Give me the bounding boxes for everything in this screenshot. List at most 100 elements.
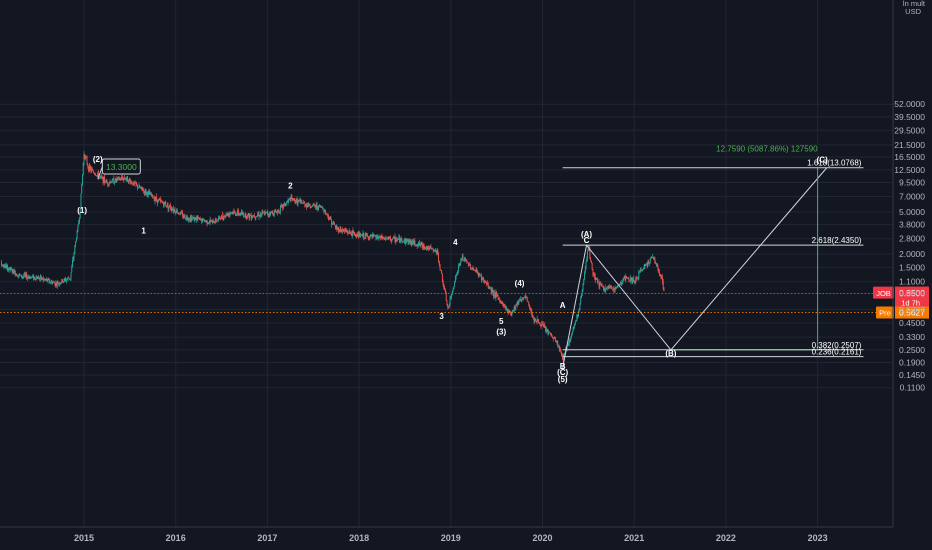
candle-body [557,342,559,348]
candle-body [470,264,472,269]
candle-body [240,212,242,215]
candle-body [492,289,494,294]
symbol-tag[interactable] [873,286,894,299]
candle-body [378,237,380,239]
x-tick-label: 2018 [349,533,369,543]
candle-body [357,233,359,237]
candle-body [649,262,650,264]
x-tick-label: 2022 [716,533,736,543]
candle-body [623,276,625,279]
candle-body [63,279,65,282]
wave-label: 2 [288,182,293,191]
candle-body [333,221,335,225]
candle-body [412,239,414,243]
candle-body [519,299,521,301]
candle-body [244,213,246,217]
candle-body [78,222,80,226]
candle-body [467,262,469,267]
candle-body [254,216,256,218]
pre-tag[interactable] [876,306,894,319]
y-tick-label: 29.5000 [894,125,925,135]
y-tick-label: 21.5000 [894,140,925,150]
candle-body [607,286,609,288]
candle-body [585,262,587,268]
candle-body [40,275,42,280]
candle-body [619,284,621,286]
candle-body [617,285,619,287]
candle-body [558,346,560,349]
candle-body [366,235,368,236]
candle-body [536,319,538,322]
candle-body [152,194,154,198]
candle-body [653,257,655,259]
candle-body [630,278,632,280]
fib-level-label: 0.236(0.2161) [812,348,862,357]
candle-body [545,329,547,332]
candle-body [182,212,184,217]
candle-body [477,273,479,277]
candle-body [328,216,329,220]
candle-body [257,214,258,216]
candle-body [72,260,73,267]
candle-body [567,345,569,347]
candle-body [529,304,530,309]
candle-body [563,356,565,360]
candle-body [1,264,3,266]
candle-body [135,182,137,185]
wave-label: 4 [453,238,458,247]
candle-body [616,286,618,288]
candle-body [289,198,291,200]
candle-body [86,157,88,165]
candle-body [577,314,579,317]
candle-body [627,277,629,279]
candle-body [14,270,16,276]
pre-price-tag[interactable] [895,306,929,319]
candle-body [5,266,7,268]
candle-body [99,176,101,178]
price-axis[interactable]: 52.0000 39.5000 29.5000 21.5000 16.5000 12.50… [892,0,926,527]
time-axis[interactable]: 2015 2016 2017 2018 2019 2020 2021 2022 2023 [0,526,893,543]
candle-body [537,319,539,321]
y-tick-label: 9.5000 [899,177,925,187]
y-tick-label: 2.0000 [899,249,925,259]
candle-body [147,192,149,196]
wave-label: (A) [581,230,592,239]
candle-body [30,276,31,279]
candle-body [321,207,323,209]
candle-body [171,209,173,211]
candle-body [601,284,603,287]
wave-label: 5 [499,317,504,326]
candle-body [247,214,248,218]
wave-label: 3 [439,312,444,321]
candle-body [157,199,159,203]
candle-body [34,276,36,279]
candle-body [594,274,595,276]
y-tick-label: 0.8500 [899,289,925,299]
candle-body [493,292,495,296]
candle-body [632,277,634,282]
candle-body [533,319,535,322]
candle-body [644,265,646,266]
candle-body [412,239,414,244]
candle-body [294,199,296,203]
candle-body [177,212,179,214]
candle-body [620,282,622,285]
fib-levels[interactable]: 1.618(13.0768) 2.618(2.4350) 0.382(0.2507)… [562,159,864,358]
candle-body [234,211,236,215]
candle-body [622,280,624,284]
pre-tag-label: Pre [879,309,891,318]
candle-body [510,313,512,315]
candle-body [568,344,569,346]
x-tick-label: 2020 [532,533,552,543]
candle-body [468,264,470,267]
candle-body [282,204,284,208]
price-tag[interactable] [895,286,929,309]
candle-body [227,213,229,216]
candle-body [485,282,487,283]
candle-body [189,219,190,221]
candle-body [416,244,418,247]
candle-body [494,292,496,298]
candle-body [24,274,26,276]
candle-body [67,277,69,280]
